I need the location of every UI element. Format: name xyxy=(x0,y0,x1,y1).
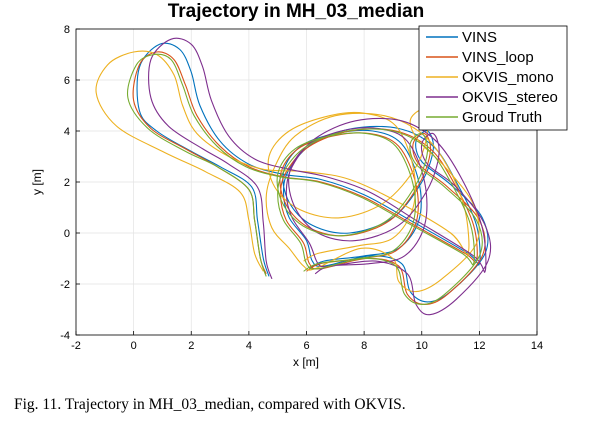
legend-box xyxy=(418,25,568,131)
figure-caption: Fig. 11. Trajectory in MH_03_median, com… xyxy=(14,396,406,413)
x-tick-label: 12 xyxy=(473,340,485,352)
y-tick-label: 8 xyxy=(64,24,70,36)
plot-frame xyxy=(75,28,538,336)
x-axis-label: x [m] xyxy=(293,355,319,369)
y-tick-label: 6 xyxy=(64,75,70,87)
legend-label: VINS xyxy=(462,29,497,46)
y-tick-label: 2 xyxy=(64,177,70,189)
legend-label: OKVIS_stereo xyxy=(462,89,558,106)
y-tick-label: -4 xyxy=(60,330,70,342)
series-lines xyxy=(95,37,492,316)
y-tick-label: -2 xyxy=(60,279,70,291)
x-tick-label: 4 xyxy=(246,340,252,352)
x-tick-label: 8 xyxy=(361,340,367,352)
legend-label: Groud Truth xyxy=(462,109,542,126)
chart-title: Trajectory in MH_03_median xyxy=(168,1,425,22)
series-line-groud-truth xyxy=(126,53,483,305)
y-tick-label: 4 xyxy=(64,126,70,138)
x-tick-label: 6 xyxy=(303,340,309,352)
series-line-vins-loop xyxy=(132,51,486,305)
x-tick-label: 2 xyxy=(188,340,194,352)
x-tick-label: -2 xyxy=(71,340,81,352)
series-line-okvis-stereo xyxy=(148,37,492,316)
legend: VINS VINS_loop OKVIS_mono OKVIS_stereo Groud… xyxy=(418,25,568,131)
y-tick-label: 0 xyxy=(64,228,70,240)
legend-label: VINS_loop xyxy=(462,49,534,66)
y-axis-label: y [m] xyxy=(30,169,44,195)
x-tick-label: 0 xyxy=(131,340,137,352)
x-tick-label: 14 xyxy=(531,340,543,352)
legend-label: OKVIS_mono xyxy=(462,69,554,86)
trajectory-chart: Trajectory in MH_03_median -2 0 2 4 6 8 10 12 14… xyxy=(30,1,568,369)
x-tick-label: 10 xyxy=(416,340,428,352)
